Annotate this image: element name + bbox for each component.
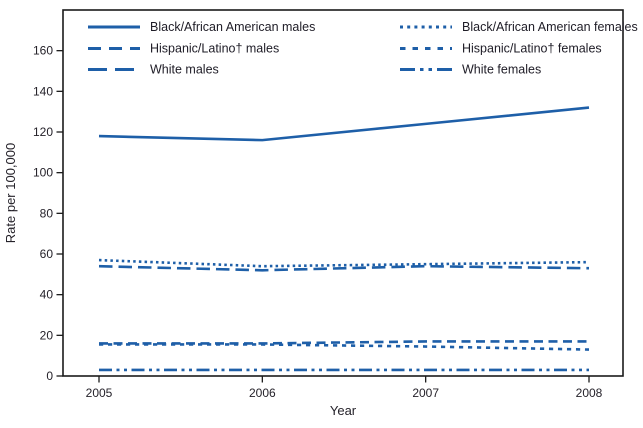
legend-label-white-males: White males	[150, 63, 219, 77]
x-axis-title: Year	[330, 403, 357, 418]
legend-label-black-african-american-females: Black/African American females	[462, 20, 638, 34]
legend-label-hispanic-latino-males: Hispanic/Latino† males	[150, 42, 279, 56]
x-tick-label-2007: 2007	[412, 386, 439, 400]
legend-label-black-african-american-males: Black/African American males	[150, 20, 315, 34]
legend-item-hispanic-latino-males: Hispanic/Latino† males	[88, 42, 279, 56]
series-line-hispanic-latino-females	[99, 343, 590, 351]
legend-item-white-males: White males	[88, 63, 219, 77]
y-tick-label-100: 100	[33, 166, 53, 180]
x-tick-label-2006: 2006	[249, 386, 276, 400]
legend-label-hispanic-latino-females: Hispanic/Latino† females	[462, 42, 602, 56]
y-tick-label-0: 0	[46, 369, 53, 383]
data-series	[98, 106, 590, 372]
legend-item-hispanic-latino-females: Hispanic/Latino† females	[400, 42, 602, 56]
y-tick-label-140: 140	[33, 84, 53, 98]
series-line-hispanic-latino-males	[99, 340, 589, 345]
x-tick-label-2005: 2005	[86, 386, 113, 400]
y-tick-label-60: 60	[40, 247, 54, 261]
legend-label-white-females: White females	[462, 63, 541, 77]
series-line-black-african-american-males	[98, 106, 590, 142]
x-tick-label-2008: 2008	[576, 386, 603, 400]
y-tick-label-120: 120	[33, 125, 53, 139]
y-tick-label-40: 40	[40, 288, 54, 302]
y-tick-label-20: 20	[40, 328, 54, 342]
axes: 0 20 40 60 80 100 120 140 160 2005 2006 2007 2008	[33, 9, 624, 400]
plot-border	[62, 9, 624, 377]
series-line-black-african-american-females	[98, 258, 590, 268]
legend-item-black-african-american-males: Black/African American males	[88, 20, 315, 34]
legend-item-white-females: White females	[400, 63, 541, 77]
y-tick-label-160: 160	[33, 44, 53, 58]
series-line-white-males	[98, 264, 590, 272]
legend: Black/African American males Hispanic/Lat…	[88, 20, 638, 77]
y-axis-title: Rate per 100,000	[3, 143, 18, 243]
legend-item-black-african-american-females: Black/African American females	[400, 20, 638, 34]
y-tick-label-80: 80	[40, 206, 54, 220]
